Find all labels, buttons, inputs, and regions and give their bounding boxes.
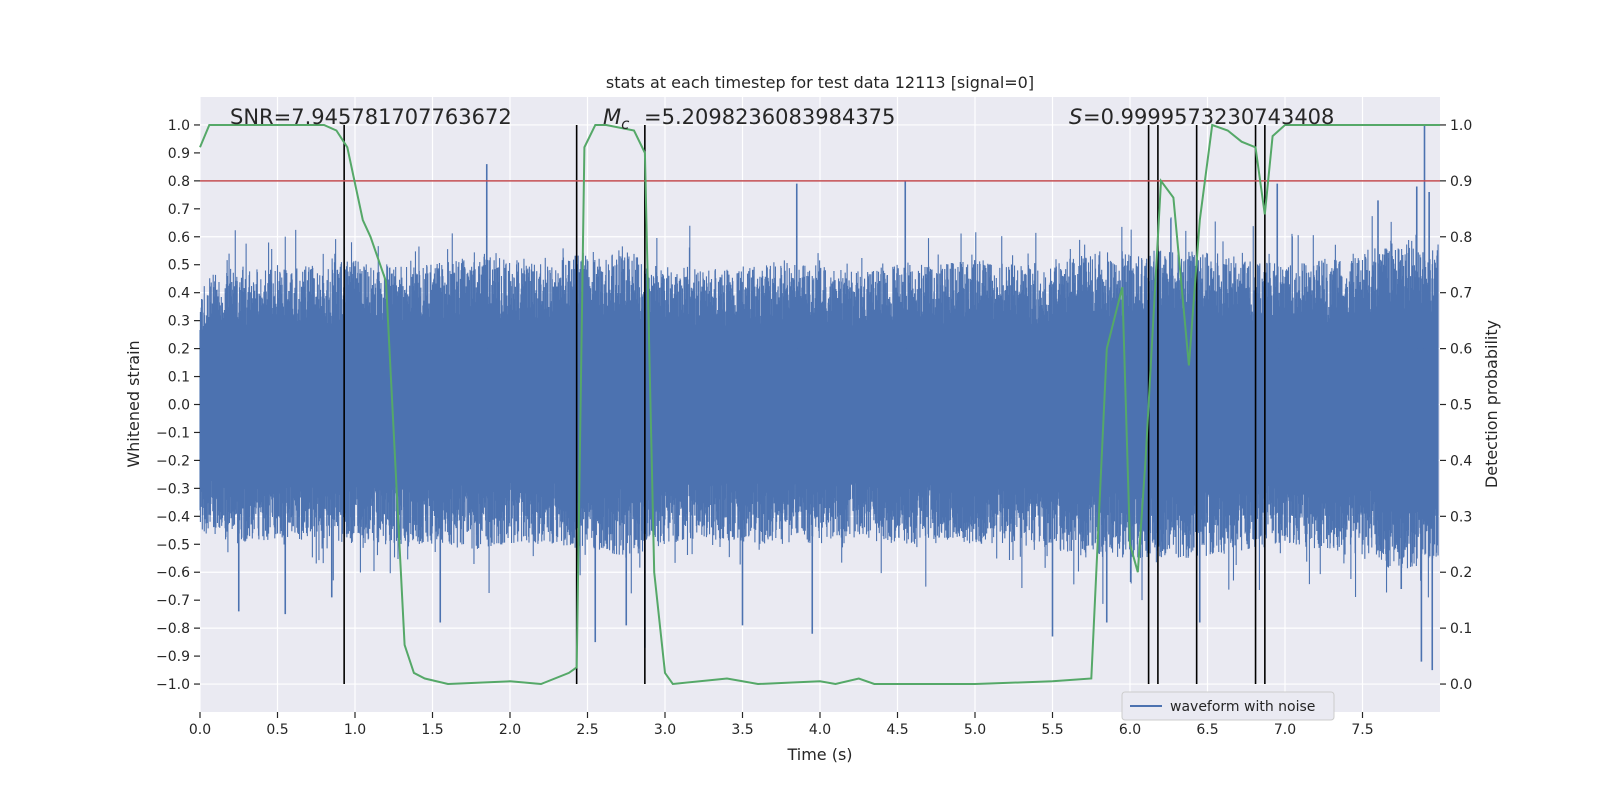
y-tick-label: −0.5	[156, 537, 190, 553]
y-tick-label: 0.0	[168, 398, 190, 414]
y-tick-label: −0.2	[156, 453, 190, 469]
y-right-tick-label: 0.8	[1450, 230, 1472, 246]
x-tick-label: 7.5	[1351, 722, 1373, 738]
y-tick-label: 0.9	[168, 146, 190, 162]
x-tick-label: 5.0	[964, 722, 986, 738]
y-tick-label: 0.1	[168, 370, 190, 386]
y-axis-label: Whitened strain	[124, 340, 143, 467]
y-right-tick-label: 0.5	[1450, 398, 1472, 414]
x-tick-label: 5.5	[1041, 722, 1063, 738]
chart-title: stats at each timestep for test data 121…	[606, 73, 1034, 92]
y-right-tick-label: 1.0	[1450, 118, 1472, 134]
y-tick-label: −0.6	[156, 565, 190, 581]
y-tick-label: −0.4	[156, 509, 190, 525]
waveform-core	[200, 348, 1439, 461]
y-tick-label: 0.8	[168, 174, 190, 190]
x-tick-label: 1.5	[421, 722, 443, 738]
spin-annotation-symbol: S	[1069, 105, 1082, 129]
detection-probability-line	[199, 123, 1440, 686]
x-tick-label: 0.5	[266, 722, 288, 738]
y-tick-label: 0.2	[168, 342, 190, 358]
y-tick-label: 1.0	[168, 118, 190, 134]
y-tick-label: 0.4	[168, 286, 190, 302]
left-axis: 1.0 0.9 0.8 0.7 0.6 0.5 0.4 0.3 0.2 0.1 0.0 −0.1 −0.…	[156, 118, 200, 693]
mc-annotation: =5.2098236083984375	[644, 105, 895, 129]
y-tick-label: −0.3	[156, 481, 190, 497]
y-right-tick-label: 0.6	[1450, 342, 1472, 358]
legend-box	[1121, 691, 1335, 721]
x-axis-label: Time (s)	[786, 745, 852, 764]
y-tick-label: 0.5	[168, 258, 190, 274]
x-tick-label: 4.5	[886, 722, 908, 738]
spin-annotation: =0.9999573230743408	[1083, 105, 1334, 129]
x-tick-label: 1.0	[344, 722, 366, 738]
x-tick-label: 3.0	[654, 722, 676, 738]
y-tick-label: 0.6	[168, 230, 190, 246]
x-tick-label: 6.0	[1119, 722, 1141, 738]
snr-annotation: SNR=7.945781707763672	[230, 105, 512, 129]
y-right-tick-label: 0.4	[1450, 453, 1472, 469]
y-tick-label: −0.9	[156, 649, 190, 665]
x-tick-label: 2.0	[499, 722, 521, 738]
x-tick-label: 0.0	[189, 722, 211, 738]
y-right-axis-label: Detection probability	[1482, 320, 1501, 488]
legend-label: waveform with noise	[1170, 699, 1315, 715]
x-tick-label: 2.5	[576, 722, 598, 738]
y-right-tick-label: 0.0	[1450, 677, 1472, 693]
y-tick-label: −0.7	[156, 593, 190, 609]
x-tick-label: 4.0	[809, 722, 831, 738]
y-right-tick-label: 0.7	[1450, 286, 1472, 302]
y-tick-label: −1.0	[156, 677, 190, 693]
waveform-series	[199, 124, 1439, 671]
x-tick-label: 3.5	[731, 722, 753, 738]
right-axis: 0.0 0.1 0.2 0.3 0.4 0.5 0.6 0.7 0.8 0.9 1.0	[1440, 118, 1472, 693]
y-right-tick-label: 0.1	[1450, 621, 1472, 637]
y-tick-label: −0.1	[156, 425, 190, 441]
x-tick-label: 6.5	[1196, 722, 1218, 738]
x-axis: 0.0 0.5 1.0 1.5 2.0 2.5 3.0 3.5 4.0 4.5 5.0 5.5 6.0 6…	[189, 712, 1374, 738]
y-tick-label: −0.8	[156, 621, 190, 637]
legend: waveform with noise	[1121, 691, 1335, 721]
y-right-tick-label: 0.2	[1450, 565, 1472, 581]
y-tick-label: 0.3	[168, 314, 190, 330]
marker-lines	[343, 124, 1266, 685]
x-tick-label: 7.0	[1274, 722, 1296, 738]
y-right-tick-label: 0.9	[1450, 174, 1472, 190]
y-tick-label: 0.7	[168, 202, 190, 218]
y-right-tick-label: 0.3	[1450, 509, 1472, 525]
